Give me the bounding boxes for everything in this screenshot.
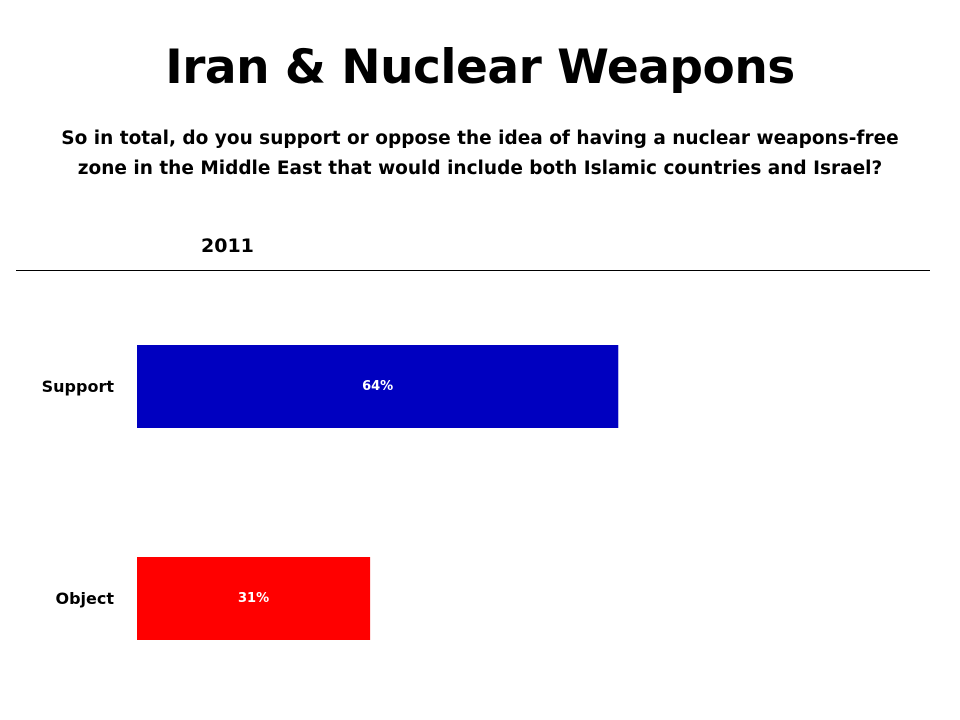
data-label-object: 31% — [238, 591, 269, 606]
category-label-object: Object — [55, 589, 114, 608]
chart-title: Iran & Nuclear Weapons — [165, 40, 795, 95]
series-year-label: 2011 — [201, 235, 254, 257]
bar-support — [137, 345, 619, 428]
bar-object — [137, 557, 371, 640]
data-label-support: 64% — [362, 379, 393, 394]
header-divider — [16, 270, 930, 271]
chart-subtitle: So in total, do you support or oppose th… — [61, 128, 899, 179]
bar-chart: Support 64% Object 31% — [42, 345, 619, 640]
category-label-support: Support — [42, 377, 115, 396]
